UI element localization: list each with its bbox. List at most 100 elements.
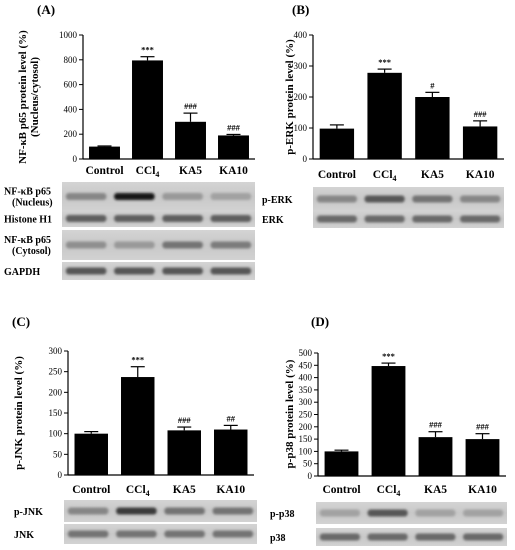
blot-background	[313, 210, 504, 228]
blot-band	[164, 530, 205, 538]
blot-band	[460, 215, 501, 223]
bar	[465, 439, 500, 476]
category-label: CCl4	[377, 484, 401, 498]
blot-band	[460, 195, 501, 203]
y-tick-label: 100	[299, 446, 313, 456]
blot-strip: GAPDH	[4, 262, 255, 280]
blot-band	[364, 195, 405, 203]
blot-band	[367, 509, 408, 517]
blot-label: GAPDH	[4, 267, 40, 278]
blot-band	[67, 530, 109, 538]
y-tick-label: 1000	[59, 30, 78, 40]
blot-band	[412, 195, 453, 203]
blot-band	[212, 530, 254, 538]
blot-band	[412, 215, 453, 223]
y-tick-label: 250	[49, 367, 63, 377]
blot-label-line: (Nucleus)	[12, 198, 53, 209]
category-label-subscript: 4	[155, 170, 159, 179]
y-tick-label: 200	[299, 422, 313, 432]
blot-band	[316, 195, 357, 203]
blot-background	[64, 500, 257, 522]
blot-band	[463, 509, 504, 517]
significance-label: ***	[378, 57, 391, 67]
blot-band	[65, 193, 107, 200]
significance-label: ###	[227, 122, 241, 132]
blot-band	[114, 267, 155, 275]
significance-label: ***	[141, 45, 154, 55]
bar	[324, 451, 359, 476]
blot-band	[116, 507, 157, 515]
significance-label: ###	[476, 422, 490, 432]
blot-band	[162, 241, 203, 249]
category-label: CCl4	[136, 165, 160, 179]
blot-band	[415, 533, 456, 541]
significance-label: ###	[184, 101, 198, 111]
bar	[462, 126, 498, 159]
blot-band	[162, 193, 203, 200]
blot-band	[162, 215, 203, 222]
blot-band	[210, 267, 252, 275]
panel-letter: (D)	[311, 314, 329, 329]
panel-letter: (C)	[12, 314, 30, 329]
blot-band	[319, 533, 360, 541]
category-label-text: CCl	[373, 169, 393, 181]
blot-band	[210, 241, 252, 249]
blot-band	[210, 193, 252, 200]
blot-band	[114, 193, 155, 200]
significance-label: ***	[382, 351, 395, 361]
category-label-text: CCl	[136, 165, 156, 177]
blot-band	[116, 530, 157, 538]
blot-background	[62, 210, 255, 227]
bar	[175, 121, 206, 159]
blot-strip: Histone H1	[4, 210, 255, 227]
y-axis-label: NF-κB p65 protein level (%)	[17, 30, 29, 164]
category-label: KA10	[468, 484, 497, 496]
category-label-subscript: 4	[146, 489, 150, 498]
y-tick-label: 0	[58, 470, 63, 480]
y-tick-label: 450	[299, 360, 313, 370]
category-label: CCl4	[126, 484, 150, 498]
blot-strip: p-p38	[270, 502, 507, 524]
blot-band	[164, 507, 205, 515]
y-axis-label: p-p38 protein level (%)	[284, 359, 296, 468]
bar	[167, 430, 201, 475]
blot-label: p-JNK	[14, 507, 43, 518]
blot-band	[316, 215, 357, 223]
y-tick-label: 150	[299, 434, 313, 444]
significance-label: ##	[227, 413, 236, 423]
blot-strip: p-JNK	[14, 500, 257, 522]
significance-label: ###	[178, 415, 192, 425]
panel-letter: (A)	[37, 2, 55, 17]
bar	[89, 146, 120, 159]
blot-band	[67, 507, 109, 515]
blot-band	[65, 215, 107, 222]
blot-band	[367, 533, 408, 541]
blot-strip: JNK	[14, 524, 257, 544]
significance-label: #	[430, 80, 435, 90]
category-label: Control	[85, 165, 123, 177]
blot-background	[62, 262, 255, 280]
category-label: KA5	[179, 165, 202, 177]
blot-label-line: NF-κB p65	[4, 187, 51, 198]
y-axis-label-2: (Nucleus/cytosol)	[29, 57, 41, 137]
bar	[74, 433, 108, 475]
blot-label: NF-κB p65 (Nucleus)	[4, 187, 53, 209]
blot-label: NF-κB p65 (Cytosol)	[4, 235, 51, 257]
significance-label: ###	[474, 109, 488, 119]
y-tick-label: 0	[308, 471, 313, 481]
blot-band	[162, 267, 203, 275]
bar	[214, 429, 248, 475]
y-tick-label: 400	[64, 104, 78, 114]
category-label: KA10	[219, 165, 248, 177]
y-tick-label: 400	[299, 373, 313, 383]
y-tick-label: 100	[294, 123, 308, 133]
blot-band	[65, 241, 107, 249]
category-label-text: CCl	[377, 484, 397, 496]
bar	[319, 128, 355, 159]
category-label: Control	[72, 484, 110, 496]
bar	[371, 366, 406, 476]
y-tick-label: 200	[49, 387, 63, 397]
